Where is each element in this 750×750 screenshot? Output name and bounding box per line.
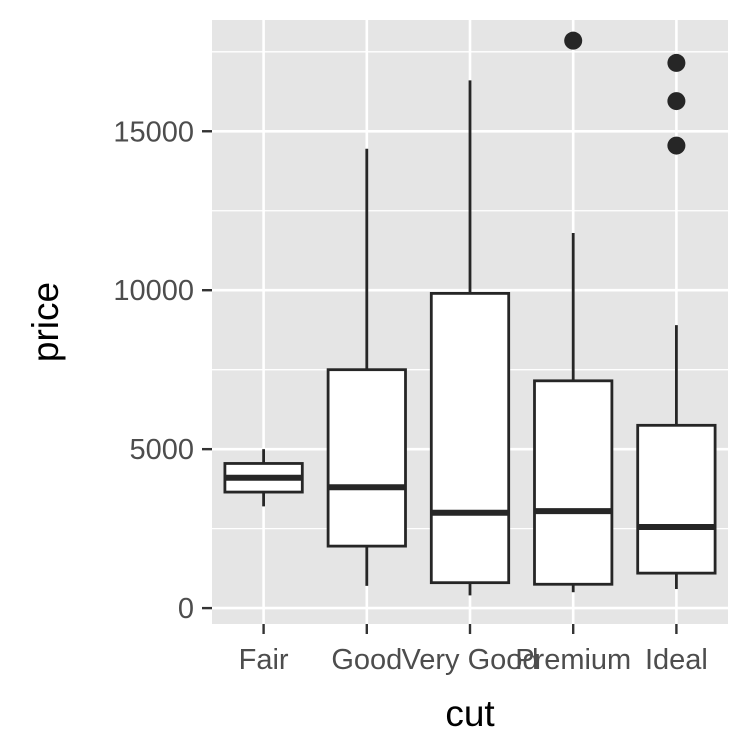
- x-tick-label: Very Good: [401, 644, 538, 676]
- box-very-good: [429, 80, 511, 596]
- box-good: [326, 148, 407, 586]
- y-tick-label: 10000: [113, 275, 194, 307]
- x-tick-label: Good: [331, 644, 402, 676]
- x-axis-title: cut: [445, 693, 495, 734]
- iqr-box: [429, 291, 511, 585]
- x-tick-label: Ideal: [645, 644, 708, 676]
- box-ideal: [636, 53, 717, 590]
- outlier-point: [667, 92, 686, 111]
- y-tick-label: 15000: [113, 116, 194, 148]
- y-axis: 0 5000 10000 15000: [113, 116, 212, 625]
- iqr-box: [636, 423, 717, 575]
- outlier-point: [667, 53, 686, 72]
- box-premium: [533, 31, 614, 593]
- iqr-box: [326, 368, 407, 548]
- x-tick-label: Fair: [239, 644, 289, 676]
- x-tick-label: Premium: [515, 644, 631, 676]
- iqr-box: [533, 379, 614, 586]
- outlier-point: [564, 31, 583, 50]
- y-axis-title: price: [25, 282, 66, 362]
- outlier-point: [667, 136, 686, 155]
- y-tick-label: 0: [178, 593, 194, 625]
- box-fair: [223, 449, 304, 507]
- y-tick-label: 5000: [129, 434, 194, 466]
- box-series: [223, 31, 717, 596]
